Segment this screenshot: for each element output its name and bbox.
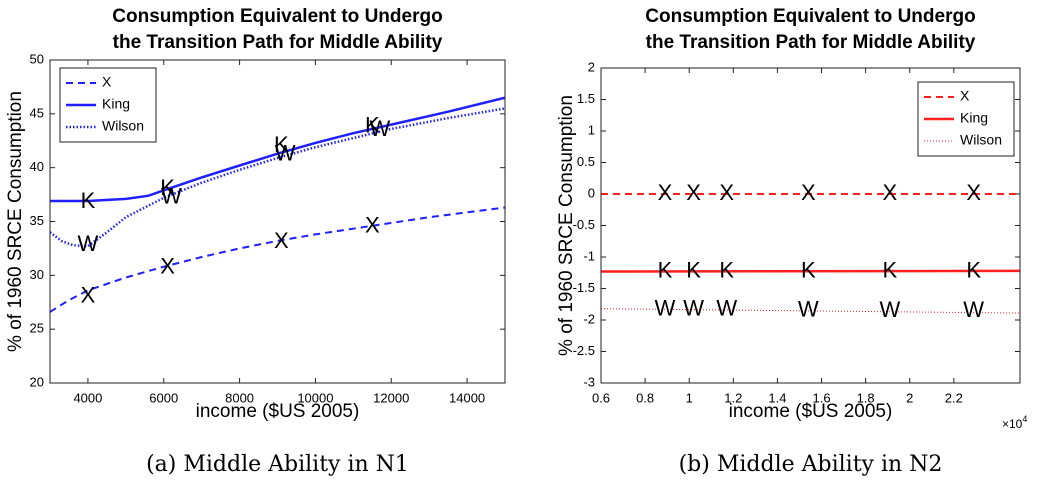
legend-label: Wilson — [102, 118, 144, 134]
point-marker: W — [963, 297, 984, 322]
point-marker: K — [686, 257, 701, 282]
point-marker: K — [719, 257, 734, 282]
point-marker: X — [160, 254, 175, 279]
x-tick-label: 1.6 — [812, 390, 830, 405]
legend-box — [59, 67, 157, 143]
axes-box — [600, 67, 1021, 384]
x-tick-label: 0.6 — [592, 390, 610, 405]
caption: (b) Middle Ability in N2 — [679, 452, 943, 477]
y-tick-label: -2.5 — [573, 343, 595, 358]
x-tick-label: 14000 — [449, 390, 485, 405]
y-tick-label: -1.5 — [573, 280, 595, 295]
series-line — [50, 107, 505, 248]
y-tick-label: 0 — [588, 185, 595, 200]
x-tick-label: 4000 — [73, 390, 102, 405]
point-marker: X — [686, 180, 701, 205]
legend-label: X — [960, 88, 970, 104]
y-tick-label: 40 — [30, 159, 44, 174]
y-tick-label: 50 — [30, 51, 44, 66]
point-marker: X — [365, 213, 380, 238]
x-axis-label: income ($US 2005) — [196, 401, 360, 422]
legend-label: King — [960, 110, 988, 126]
point-marker: W — [880, 297, 901, 322]
legend-label: Wilson — [960, 132, 1002, 148]
point-marker: X — [801, 180, 816, 205]
point-marker: W — [655, 296, 676, 321]
x-tick-label: 6000 — [149, 390, 178, 405]
y-axis-label: % of 1960 SRCE Consumption — [556, 95, 577, 356]
x-tick-label: 8000 — [225, 390, 254, 405]
chart-title: Consumption Equivalent to Undergo — [645, 6, 975, 27]
x-tick-label: 10000 — [297, 390, 333, 405]
point-marker: X — [81, 283, 96, 308]
y-tick-label: 1 — [588, 122, 595, 137]
point-marker: W — [683, 296, 704, 321]
x-tick-label: 1.2 — [724, 390, 742, 405]
series-line — [50, 96, 505, 203]
x-tick-label: 0.8 — [636, 390, 654, 405]
legend-label: King — [102, 96, 130, 112]
y-tick-label: -0.5 — [573, 217, 595, 232]
x-tick-label: 2 — [906, 390, 913, 405]
point-marker: W — [369, 116, 390, 141]
point-marker: W — [275, 141, 296, 166]
chart-title: Consumption Equivalent to Undergo — [112, 6, 442, 27]
point-marker: W — [798, 296, 819, 321]
chart-title: the Transition Path for Middle Ability — [646, 32, 976, 53]
series-line — [601, 269, 1020, 273]
axes-box — [49, 59, 506, 384]
y-tick-label: 35 — [30, 213, 44, 228]
point-marker: K — [274, 132, 289, 157]
legend-label: X — [102, 74, 112, 90]
y-tick-label: 1.5 — [577, 91, 595, 106]
multiplier-base: ×10 — [1002, 417, 1023, 431]
point-marker: X — [966, 180, 981, 205]
point-marker: K — [966, 257, 981, 282]
caption: (a) Middle Ability in N1 — [146, 452, 409, 477]
y-tick-label: 0.5 — [577, 154, 595, 169]
y-tick-label: -1 — [583, 248, 595, 263]
x-tick-label: 1.8 — [857, 390, 875, 405]
point-marker: W — [161, 184, 182, 209]
y-tick-label: 25 — [30, 321, 44, 336]
x-axis-label: income ($US 2005) — [729, 401, 893, 422]
x-multiplier: ×104 — [1002, 414, 1027, 431]
series-line — [50, 206, 505, 313]
point-marker: K — [883, 257, 898, 282]
point-marker: X — [883, 180, 898, 205]
y-tick-label: 2 — [588, 59, 595, 74]
x-tick-label: 2.2 — [945, 390, 963, 405]
chart-title: the Transition Path for Middle Ability — [113, 32, 443, 53]
point-marker: K — [801, 257, 816, 282]
y-axis-label: % of 1960 SRCE Consumption — [5, 91, 26, 352]
point-marker: K — [658, 257, 673, 282]
y-tick-label: 45 — [30, 105, 44, 120]
y-tick-label: -3 — [583, 374, 595, 389]
y-tick-label: -2 — [583, 311, 595, 326]
point-marker: X — [719, 180, 734, 205]
y-tick-label: 30 — [30, 267, 44, 282]
point-marker: X — [658, 180, 673, 205]
y-tick-label: 20 — [30, 374, 44, 389]
x-tick-label: 1.4 — [768, 390, 786, 405]
x-tick-label: 1 — [686, 390, 693, 405]
series-line — [601, 308, 1020, 314]
point-marker: W — [716, 296, 737, 321]
x-tick-label: 12000 — [373, 390, 409, 405]
point-marker: W — [78, 231, 99, 256]
point-marker: K — [81, 188, 96, 213]
multiplier-exponent: 4 — [1022, 414, 1027, 424]
point-marker: X — [274, 228, 289, 253]
